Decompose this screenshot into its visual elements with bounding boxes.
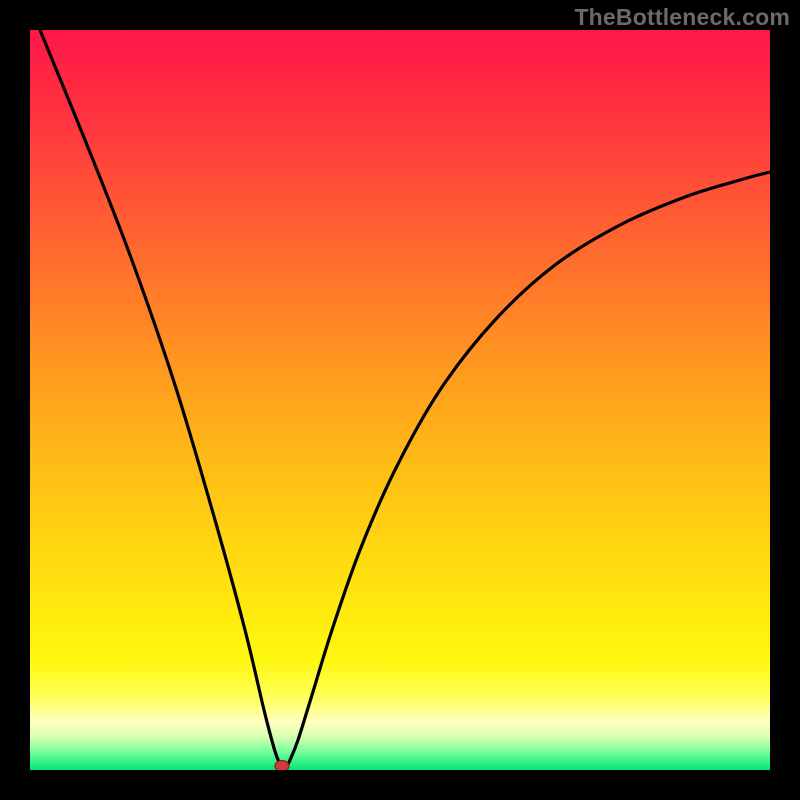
watermark-text: TheBottleneck.com bbox=[574, 4, 790, 31]
minimum-marker bbox=[275, 761, 289, 771]
bottleneck-curve bbox=[40, 30, 770, 768]
plot-area bbox=[30, 30, 770, 770]
curve-layer bbox=[30, 30, 770, 770]
chart-frame: TheBottleneck.com bbox=[0, 0, 800, 800]
